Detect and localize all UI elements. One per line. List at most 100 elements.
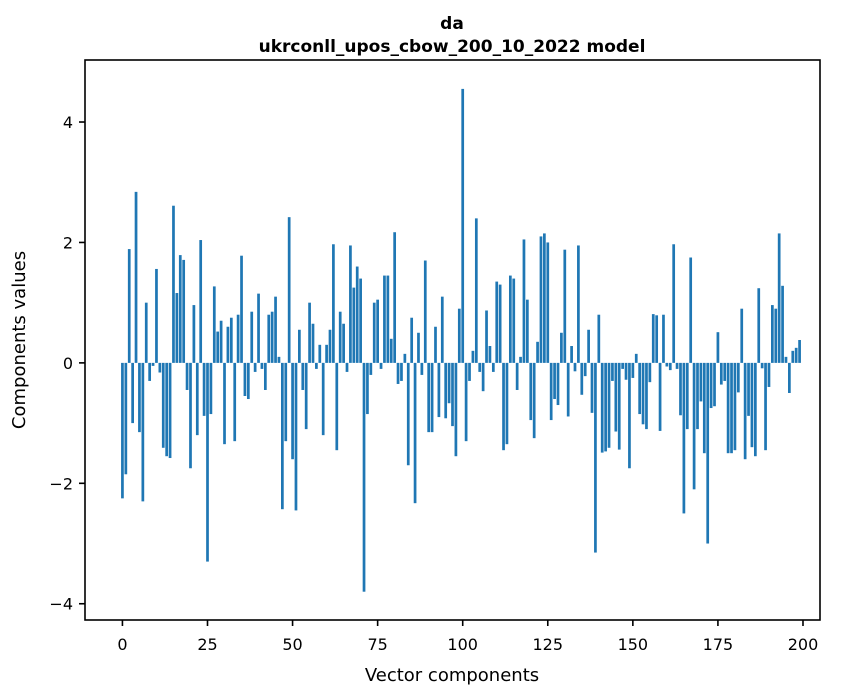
bar — [226, 326, 230, 363]
bar — [189, 362, 192, 469]
bar — [543, 233, 546, 363]
bar — [675, 362, 679, 369]
bar — [607, 362, 611, 448]
bar — [349, 245, 352, 363]
bar — [342, 323, 345, 363]
bar — [172, 205, 175, 363]
x-tick-label: 25 — [197, 635, 217, 654]
bar — [617, 362, 621, 450]
bar — [736, 362, 740, 393]
bar — [539, 236, 543, 363]
bar — [621, 362, 624, 369]
bar — [318, 344, 322, 363]
bar — [321, 362, 325, 436]
bar — [488, 346, 492, 363]
bar — [406, 362, 410, 466]
bar — [195, 362, 199, 436]
bar — [233, 362, 237, 442]
bar — [699, 362, 703, 402]
bar — [447, 362, 451, 404]
bar — [464, 362, 468, 442]
bar — [740, 308, 744, 363]
bar — [369, 362, 373, 375]
bar — [689, 257, 693, 363]
bar — [478, 362, 482, 372]
bar — [417, 332, 420, 363]
bar — [529, 362, 533, 421]
bar — [457, 308, 461, 363]
bar — [696, 362, 699, 430]
bar — [362, 362, 366, 592]
bar — [570, 346, 573, 363]
x-axis-label: Vector components — [365, 665, 539, 686]
bar — [267, 314, 271, 363]
bar — [294, 362, 298, 511]
bar — [121, 362, 124, 499]
chart-title-line1: da — [440, 14, 464, 34]
bar — [366, 362, 369, 415]
x-tick-label: 200 — [788, 635, 819, 654]
bar — [594, 362, 597, 553]
bar — [668, 362, 672, 371]
bar — [141, 362, 145, 502]
bar — [719, 362, 723, 385]
y-tick-label: 2 — [63, 233, 73, 252]
bar — [304, 362, 308, 430]
bar — [743, 362, 747, 460]
bar — [798, 340, 801, 363]
bar — [243, 362, 247, 396]
bar — [685, 362, 689, 430]
x-tick-label: 125 — [533, 635, 564, 654]
bar — [430, 362, 434, 433]
bar — [665, 362, 669, 367]
y-tick-label: −2 — [49, 474, 73, 493]
bar — [471, 350, 475, 363]
bar — [679, 362, 682, 416]
bar — [148, 362, 152, 381]
bar — [427, 362, 431, 433]
bar — [723, 362, 727, 381]
bar — [461, 88, 465, 363]
bar — [219, 320, 223, 363]
bar — [355, 266, 359, 363]
bar — [250, 311, 254, 363]
bar — [577, 245, 580, 363]
bar — [199, 240, 203, 363]
y-tick-label: 0 — [63, 354, 73, 373]
bar — [638, 362, 642, 415]
bar — [383, 275, 386, 363]
bar — [682, 362, 686, 514]
bar — [209, 362, 213, 415]
bar — [263, 362, 267, 390]
bar — [522, 239, 526, 363]
bar — [604, 362, 607, 452]
bar — [641, 362, 645, 425]
bar — [774, 308, 778, 363]
y-tick-label: −4 — [49, 595, 73, 614]
bar — [628, 362, 631, 469]
bar — [624, 362, 628, 380]
bar — [423, 260, 427, 363]
bar — [600, 362, 604, 453]
bar — [410, 317, 414, 363]
bar — [706, 362, 710, 544]
bar — [645, 362, 648, 430]
bar — [794, 347, 798, 363]
bar — [481, 362, 485, 392]
bar — [753, 362, 757, 457]
bar — [202, 362, 206, 416]
bar — [784, 356, 788, 363]
bar — [468, 362, 471, 381]
bar — [144, 302, 148, 363]
bar — [573, 362, 577, 372]
x-tick-label: 150 — [618, 635, 649, 654]
bar — [328, 329, 332, 363]
bar — [634, 353, 638, 363]
bar — [345, 362, 349, 372]
bar — [308, 302, 311, 363]
bar — [502, 362, 505, 451]
x-tick-label: 175 — [703, 635, 734, 654]
bar — [437, 362, 441, 418]
bar — [403, 353, 407, 363]
